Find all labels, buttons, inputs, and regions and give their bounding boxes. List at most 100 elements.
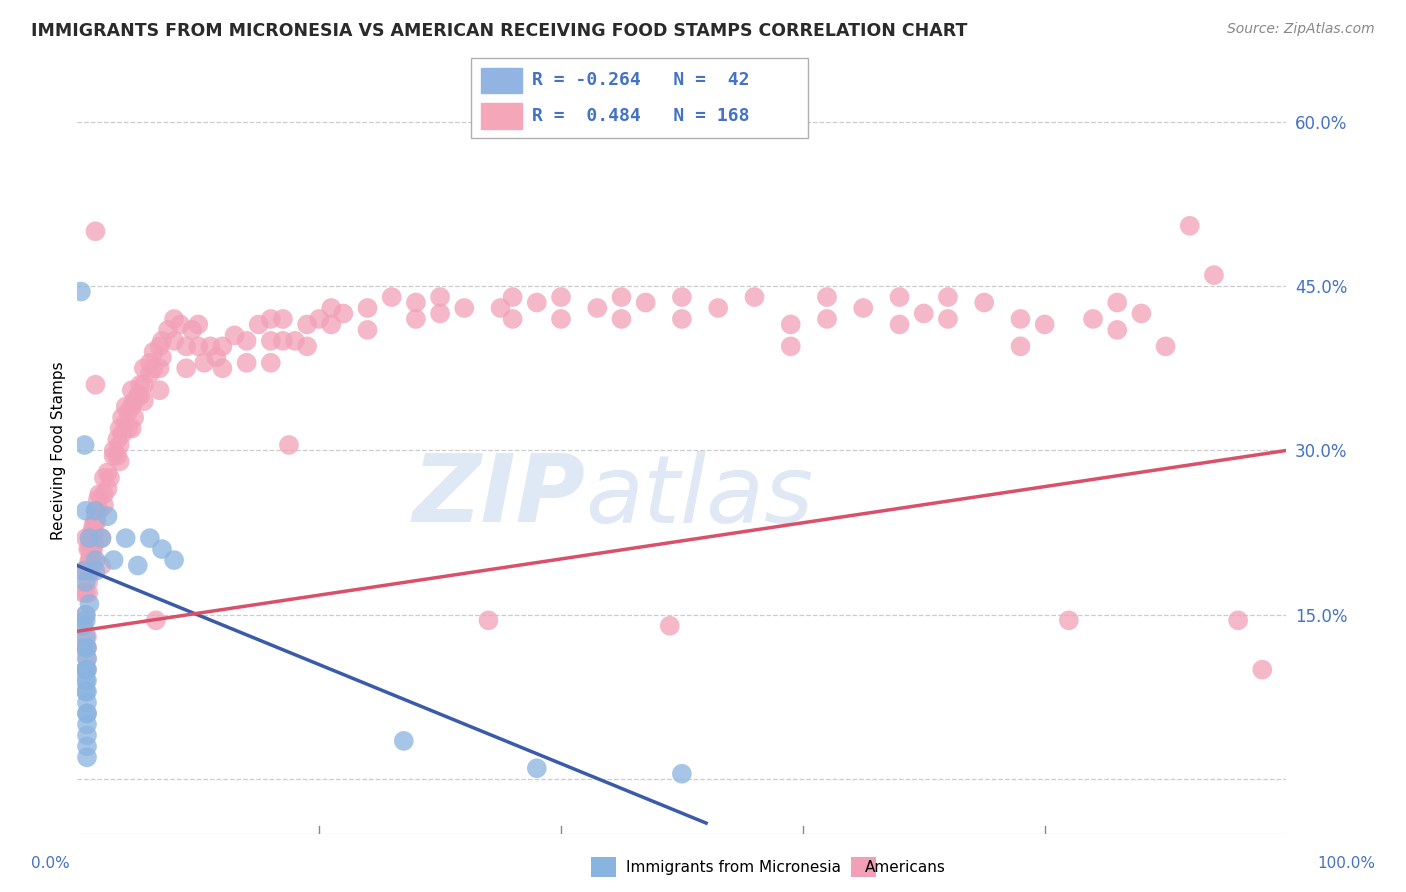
Point [132, 377, 155, 392]
Point [76, 630, 98, 644]
Point [76, 663, 98, 677]
Text: Immigrants from Micronesia: Immigrants from Micronesia [626, 860, 841, 874]
FancyBboxPatch shape [471, 58, 808, 138]
Point [108, 438, 131, 452]
Point [76, 684, 98, 698]
Point [671, 766, 693, 780]
Point [247, 318, 270, 332]
Point [936, 312, 959, 326]
Text: ZIP: ZIP [412, 450, 585, 542]
Point [308, 312, 330, 326]
Text: 100.0%: 100.0% [1317, 856, 1375, 871]
Point [174, 361, 197, 376]
Point [79, 531, 101, 545]
Point [429, 306, 451, 320]
Point [82, 531, 104, 545]
Point [84, 224, 107, 238]
Point [211, 361, 233, 376]
Point [1081, 312, 1104, 326]
Point [121, 383, 143, 397]
Point [84, 515, 107, 529]
Point [163, 553, 186, 567]
Point [163, 312, 186, 326]
Point [356, 301, 378, 315]
Point [75, 564, 97, 578]
Point [526, 761, 548, 775]
Point [260, 356, 283, 370]
Point [86, 515, 108, 529]
Point [75, 663, 97, 677]
Point [658, 619, 681, 633]
Point [108, 454, 131, 468]
Point [90, 531, 112, 545]
Point [75, 607, 97, 622]
Point [157, 323, 180, 337]
Point [150, 334, 173, 348]
Point [79, 542, 101, 557]
Point [87, 504, 110, 518]
Point [87, 492, 110, 507]
Point [105, 449, 128, 463]
Point [139, 531, 162, 545]
Point [550, 290, 572, 304]
Point [321, 318, 343, 332]
Point [453, 301, 475, 315]
Point [76, 706, 98, 721]
Point [610, 290, 633, 304]
Point [72, 619, 94, 633]
Point [271, 312, 294, 326]
Point [502, 312, 524, 326]
Point [84, 504, 107, 518]
Point [744, 290, 766, 304]
Point [76, 673, 98, 688]
Point [77, 542, 100, 557]
Point [429, 290, 451, 304]
Point [610, 312, 633, 326]
Point [79, 564, 101, 578]
Point [82, 542, 104, 557]
Point [707, 301, 730, 315]
Point [90, 558, 112, 573]
Point [73, 438, 96, 452]
Point [211, 339, 233, 353]
Text: R =  0.484   N = 168: R = 0.484 N = 168 [531, 107, 749, 125]
Point [83, 525, 105, 540]
Point [477, 613, 499, 627]
Point [295, 318, 318, 332]
Point [121, 400, 143, 414]
Point [150, 542, 173, 557]
Point [117, 405, 139, 419]
Point [76, 728, 98, 742]
Point [90, 531, 112, 545]
Point [76, 663, 98, 677]
Point [815, 290, 838, 304]
Point [75, 613, 97, 627]
Point [96, 482, 118, 496]
Point [84, 553, 107, 567]
Point [129, 389, 152, 403]
Point [77, 558, 100, 573]
Point [103, 443, 125, 458]
Point [148, 361, 170, 376]
Point [405, 312, 427, 326]
Point [114, 531, 136, 545]
Point [98, 471, 121, 485]
Point [392, 734, 415, 748]
Point [142, 361, 165, 376]
Text: IMMIGRANTS FROM MICRONESIA VS AMERICAN RECEIVING FOOD STAMPS CORRELATION CHART: IMMIGRANTS FROM MICRONESIA VS AMERICAN R… [31, 22, 967, 40]
Point [111, 410, 134, 425]
Point [75, 640, 97, 655]
Text: R = -0.264   N =  42: R = -0.264 N = 42 [531, 71, 749, 89]
Point [489, 301, 512, 315]
Point [139, 356, 162, 370]
Point [148, 339, 170, 353]
Point [93, 487, 115, 501]
Point [260, 334, 283, 348]
Point [75, 531, 97, 545]
Point [139, 367, 162, 381]
Point [550, 312, 572, 326]
Point [671, 290, 693, 304]
Point [76, 651, 98, 665]
Point [187, 318, 209, 332]
Point [96, 509, 118, 524]
